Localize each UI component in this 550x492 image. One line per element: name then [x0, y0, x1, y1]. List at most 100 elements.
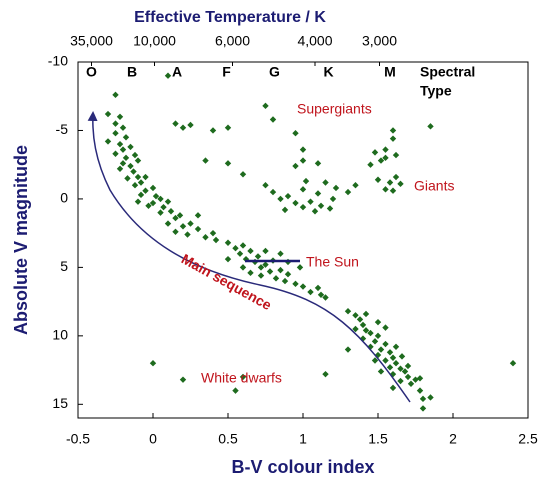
- star: [137, 179, 145, 186]
- star: [167, 208, 175, 215]
- star: [104, 138, 112, 145]
- star: [176, 212, 184, 219]
- star: [322, 370, 329, 378]
- star: [314, 284, 322, 292]
- star: [374, 318, 382, 326]
- star: [296, 264, 304, 271]
- y-tick-label: 15: [52, 395, 68, 411]
- spectral-title: Type: [420, 83, 452, 99]
- star: [262, 261, 269, 268]
- star: [277, 266, 284, 274]
- annotation: The Sun: [306, 254, 359, 270]
- star: [239, 264, 247, 271]
- star: [254, 253, 262, 260]
- star: [404, 373, 412, 381]
- star: [404, 362, 412, 370]
- star: [377, 157, 385, 164]
- main-sequence-arrow: [87, 111, 411, 403]
- star: [299, 283, 307, 290]
- star: [172, 120, 179, 127]
- y-tick-label: -5: [56, 121, 69, 137]
- star: [371, 149, 379, 156]
- star: [382, 340, 389, 348]
- star: [427, 123, 434, 130]
- star: [112, 120, 119, 127]
- star: [377, 346, 385, 353]
- star: [299, 146, 307, 153]
- star: [127, 143, 134, 151]
- star: [292, 199, 299, 207]
- top-tick-label: 10,000: [133, 33, 176, 49]
- spectral-label: O: [86, 64, 97, 80]
- star: [307, 288, 314, 296]
- star: [142, 173, 149, 181]
- star: [262, 247, 269, 255]
- star: [224, 160, 232, 167]
- star: [202, 157, 209, 164]
- star: [302, 177, 310, 185]
- top-tick-label: 6,000: [215, 33, 250, 49]
- annotation: Giants: [414, 178, 454, 194]
- star: [356, 316, 364, 323]
- star: [179, 124, 187, 131]
- star: [157, 195, 164, 203]
- star: [299, 157, 307, 164]
- star: [119, 124, 127, 131]
- star: [149, 360, 157, 367]
- star: [392, 151, 400, 159]
- star: [209, 127, 217, 134]
- star: [386, 349, 394, 356]
- star: [397, 365, 404, 372]
- star: [112, 91, 119, 99]
- star: [142, 187, 149, 194]
- star: [374, 176, 382, 183]
- star: [131, 151, 139, 159]
- star: [389, 187, 397, 194]
- star: [277, 195, 284, 203]
- y-tick-label: 10: [52, 327, 68, 343]
- star: [116, 113, 124, 120]
- star: [212, 236, 220, 244]
- star: [134, 173, 142, 181]
- star: [389, 354, 397, 361]
- x-tick-label: 2: [449, 431, 457, 447]
- star: [232, 245, 239, 252]
- star: [119, 160, 127, 167]
- star: [389, 384, 397, 392]
- spectral-title: Spectral: [420, 64, 475, 80]
- star: [157, 209, 164, 216]
- star: [127, 162, 134, 170]
- star: [247, 247, 254, 255]
- star: [124, 175, 131, 182]
- star: [389, 127, 397, 134]
- points: [104, 72, 517, 412]
- star: [179, 223, 187, 230]
- star: [239, 373, 247, 381]
- star: [374, 332, 382, 340]
- spectral-label: M: [384, 64, 396, 80]
- star: [382, 186, 389, 193]
- star: [152, 192, 160, 200]
- star: [160, 203, 167, 211]
- star: [266, 268, 274, 275]
- star: [239, 242, 247, 249]
- star: [311, 208, 319, 215]
- star: [134, 198, 142, 205]
- star: [281, 277, 289, 285]
- star: [194, 212, 202, 219]
- y-tick-label: 0: [60, 190, 68, 206]
- star: [224, 255, 232, 263]
- star: [247, 269, 254, 277]
- star: [344, 188, 352, 196]
- star: [392, 173, 400, 181]
- spectral-label: F: [222, 64, 231, 80]
- y-axis-title: Absolute V magnitude: [11, 145, 31, 335]
- star: [416, 375, 424, 382]
- star: [284, 192, 292, 200]
- top-tick-label: 3,000: [362, 33, 397, 49]
- star: [382, 357, 389, 364]
- star: [137, 191, 145, 199]
- star: [119, 146, 127, 153]
- star: [164, 198, 172, 205]
- star: [116, 165, 124, 172]
